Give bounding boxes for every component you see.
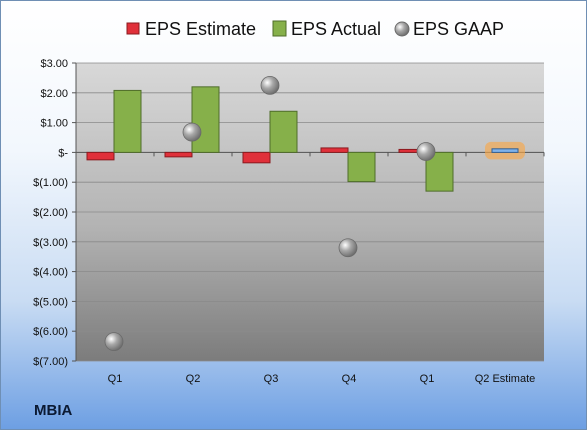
y-tick-label: $1.00 — [40, 118, 68, 130]
estimate-bar — [164, 151, 193, 158]
legend-swatch-gaap — [394, 21, 410, 37]
gaap-point — [104, 332, 124, 352]
x-tick-label: Q4 — [342, 373, 357, 385]
actual-bar — [191, 86, 220, 153]
legend-label: EPS GAAP — [413, 19, 504, 39]
y-tick-label: $- — [58, 147, 68, 159]
y-tick-label: $(6.00) — [33, 326, 68, 338]
actual-bar — [347, 151, 376, 183]
estimate-bar — [86, 151, 115, 161]
x-tick-label: Q1 — [108, 373, 123, 385]
y-tick-label: $(7.00) — [33, 356, 68, 368]
company-name: MBIA — [34, 402, 73, 419]
actual-bar — [269, 110, 298, 153]
y-tick-label: $(4.00) — [33, 267, 68, 279]
legend-swatch-estimate — [126, 22, 140, 35]
gaap-point — [338, 238, 358, 258]
y-tick-label: $(3.00) — [33, 237, 68, 249]
x-tick-label: Q2 Estimate — [475, 373, 536, 385]
legend-swatch-actual — [272, 20, 287, 37]
y-tick-label: $(5.00) — [33, 296, 68, 308]
legend-label: EPS Actual — [291, 19, 381, 39]
y-tick-label: $2.00 — [40, 88, 68, 100]
y-tick-label: $(2.00) — [33, 207, 68, 219]
x-tick-label: Q3 — [264, 373, 279, 385]
gaap-point — [182, 122, 202, 142]
actual-bar — [113, 89, 142, 153]
actual-bar — [425, 151, 454, 192]
x-tick-label: Q1 — [420, 373, 435, 385]
estimate-bar — [320, 147, 349, 153]
y-tick-label: $(1.00) — [33, 177, 68, 189]
future-estimate-bar — [491, 148, 519, 153]
gaap-point — [260, 75, 280, 95]
legend-label: EPS Estimate — [145, 19, 256, 39]
gaap-point — [416, 142, 436, 161]
estimate-bar — [242, 151, 271, 164]
x-tick-label: Q2 — [186, 373, 201, 385]
y-tick-label: $3.00 — [40, 58, 68, 70]
